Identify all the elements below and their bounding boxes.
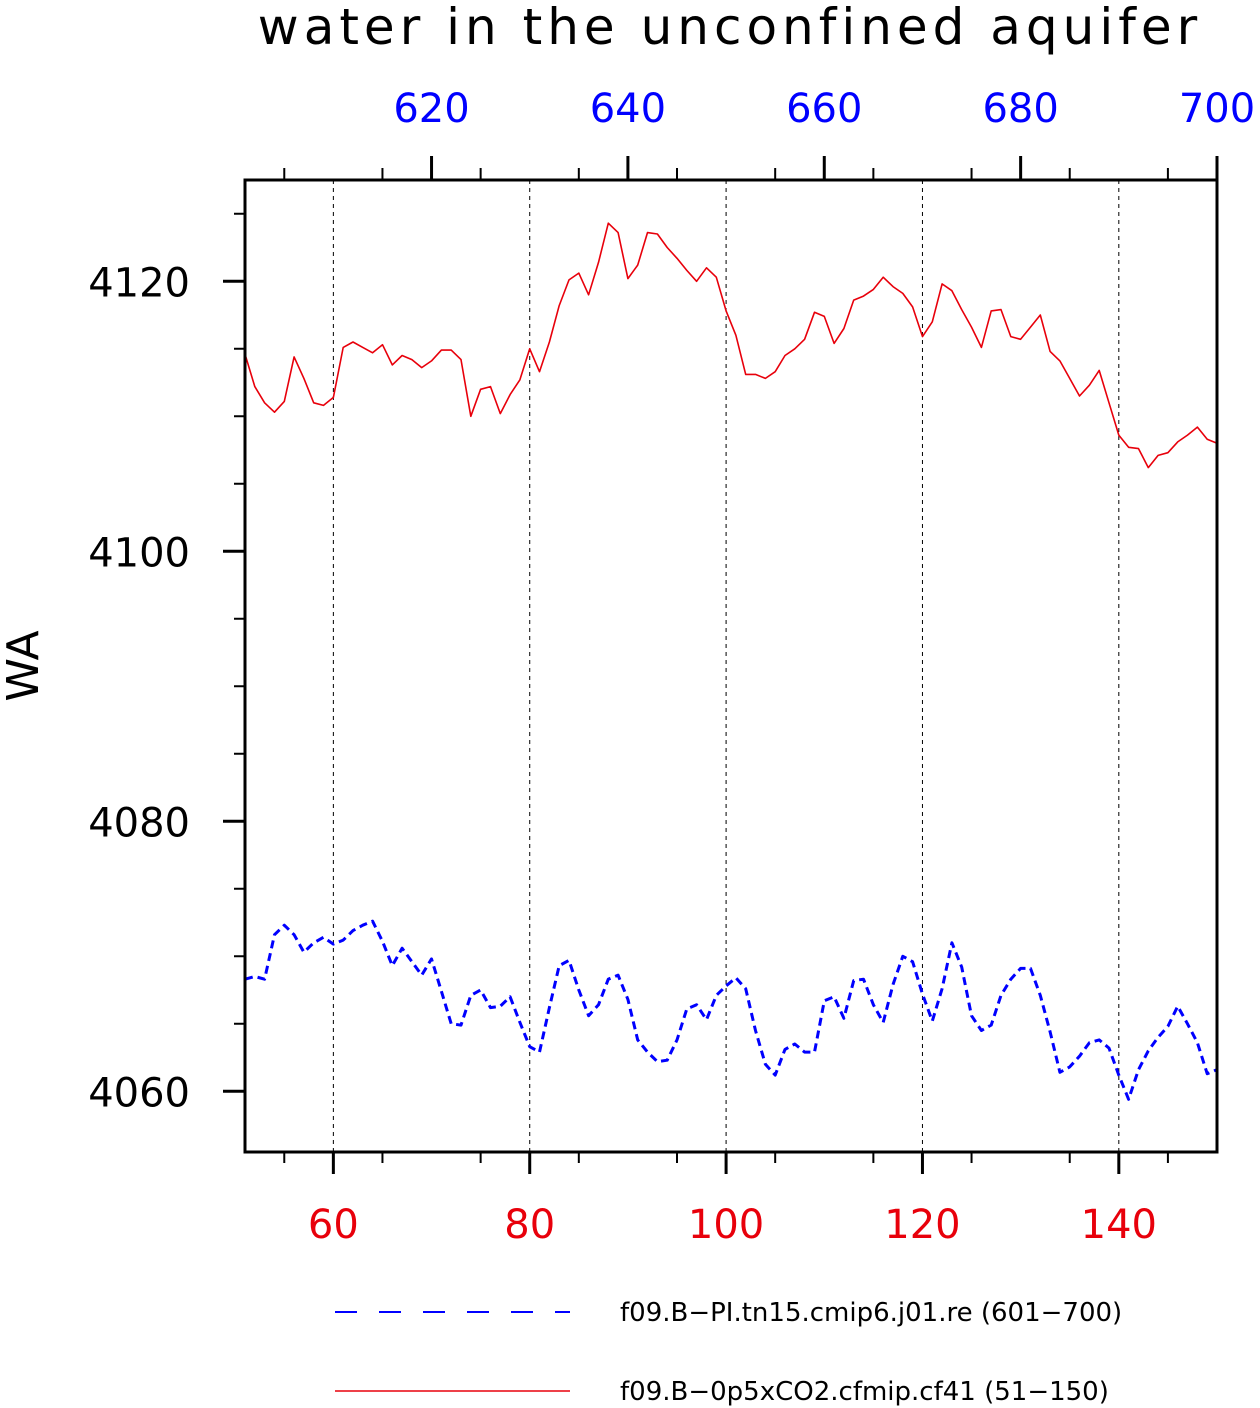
series-line-0 [244, 919, 1218, 1101]
y-axis-label: WA [0, 630, 49, 701]
bottom-tick-label-80: 80 [504, 1202, 555, 1248]
left-axis-labels: 4060 4080 4100 4120 [88, 260, 190, 1116]
bottom-tick-label-100: 100 [688, 1202, 764, 1248]
legend: f09.B−PI.tn15.cmip6.j01.re (601−700) f09… [335, 1298, 1122, 1407]
chart-title: water in the unconfined aquifer [258, 0, 1202, 56]
bottom-tick-label-60: 60 [308, 1202, 359, 1248]
series-line-1 [244, 222, 1218, 469]
bottom-tick-label-120: 120 [884, 1202, 960, 1248]
bottom-axis-labels: 60 80 100 120 140 [308, 1202, 1157, 1248]
top-tick-label-680: 680 [982, 86, 1058, 132]
major-ticks [223, 156, 1219, 1174]
left-tick-label-4120: 4120 [88, 260, 190, 306]
left-tick-label-4100: 4100 [88, 530, 190, 576]
top-tick-label-700: 700 [1179, 86, 1255, 132]
top-tick-label-660: 660 [786, 86, 862, 132]
top-axis-labels: 620 640 660 680 700 [393, 86, 1255, 132]
top-tick-label-620: 620 [393, 86, 469, 132]
left-tick-label-4060: 4060 [88, 1070, 190, 1116]
bottom-tick-label-140: 140 [1081, 1202, 1157, 1248]
grid-lines [332, 180, 1120, 1152]
legend-label-red: f09.B−0p5xCO2.cfmip.cf41 (51−150) [620, 1377, 1109, 1407]
series-layer [244, 222, 1218, 1101]
top-tick-label-640: 640 [590, 86, 666, 132]
plot-frame [243, 178, 1219, 1154]
left-tick-label-4080: 4080 [88, 800, 190, 846]
minor-ticks [234, 168, 1169, 1163]
legend-label-blue: f09.B−PI.tn15.cmip6.j01.re (601−700) [620, 1298, 1122, 1328]
